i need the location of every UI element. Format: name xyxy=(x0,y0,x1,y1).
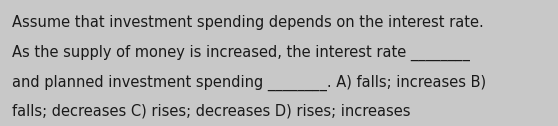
Text: falls; decreases C) rises; decreases D) rises; increases: falls; decreases C) rises; decreases D) … xyxy=(12,104,411,119)
Text: As the supply of money is increased, the interest rate ________: As the supply of money is increased, the… xyxy=(12,45,470,61)
Text: Assume that investment spending depends on the interest rate.: Assume that investment spending depends … xyxy=(12,15,484,30)
Text: and planned investment spending ________. A) falls; increases B): and planned investment spending ________… xyxy=(12,74,487,91)
